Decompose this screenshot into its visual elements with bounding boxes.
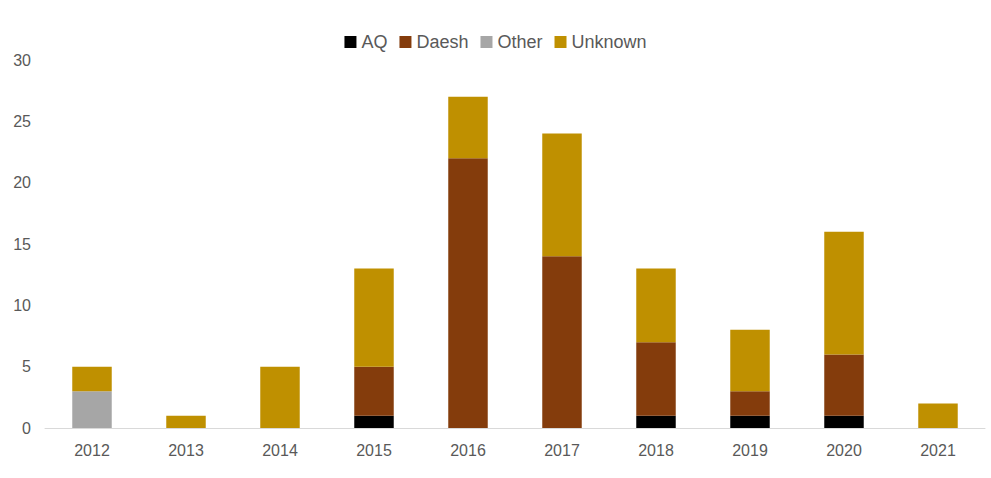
svg-text:2017: 2017: [544, 442, 580, 459]
svg-text:Unknown: Unknown: [572, 32, 647, 52]
svg-text:2021: 2021: [920, 442, 956, 459]
svg-text:AQ: AQ: [361, 32, 387, 52]
svg-text:20: 20: [13, 174, 31, 191]
svg-text:2012: 2012: [74, 442, 110, 459]
svg-text:2020: 2020: [826, 442, 862, 459]
svg-text:2014: 2014: [262, 442, 298, 459]
svg-text:2016: 2016: [450, 442, 486, 459]
svg-text:Daesh: Daesh: [416, 32, 468, 52]
svg-text:10: 10: [13, 297, 31, 314]
svg-text:5: 5: [22, 358, 31, 375]
svg-text:25: 25: [13, 113, 31, 130]
svg-text:2019: 2019: [732, 442, 768, 459]
svg-text:2013: 2013: [168, 442, 204, 459]
svg-text:2018: 2018: [638, 442, 674, 459]
svg-text:2015: 2015: [356, 442, 392, 459]
svg-text:Other: Other: [497, 32, 542, 52]
svg-text:0: 0: [22, 420, 31, 437]
svg-text:30: 30: [13, 52, 31, 69]
svg-text:15: 15: [13, 236, 31, 253]
